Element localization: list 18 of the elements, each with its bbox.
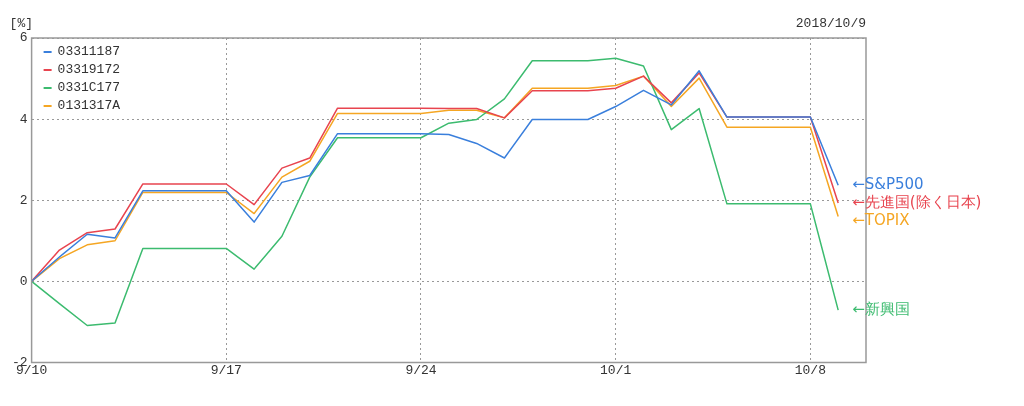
legend-label: 03319172	[57, 62, 121, 78]
x-tick-label: 10/1	[600, 362, 632, 378]
y-tick-label: 2	[19, 192, 28, 208]
annotation: ←先進国(除く日本)	[852, 193, 982, 212]
annotation: ←S&P500	[852, 175, 924, 194]
chart-subtitle: 2018/10/9	[795, 15, 866, 31]
legend-label: 03311187	[57, 44, 121, 60]
y-axis-title: [%]	[9, 15, 34, 31]
y-tick-label: 6	[19, 30, 28, 46]
legend-label: 0131317A	[57, 98, 121, 114]
y-tick-label: 0	[19, 273, 28, 289]
annotation: ←TOPIX	[852, 211, 910, 230]
annotation: ←新興国	[852, 299, 910, 318]
legend-label: 0331C177	[57, 80, 121, 96]
x-tick-label: 10/8	[794, 362, 826, 378]
x-tick-label: 9/24	[405, 362, 437, 378]
y-tick-label: 4	[19, 111, 28, 127]
x-tick-label: 9/17	[210, 362, 242, 378]
